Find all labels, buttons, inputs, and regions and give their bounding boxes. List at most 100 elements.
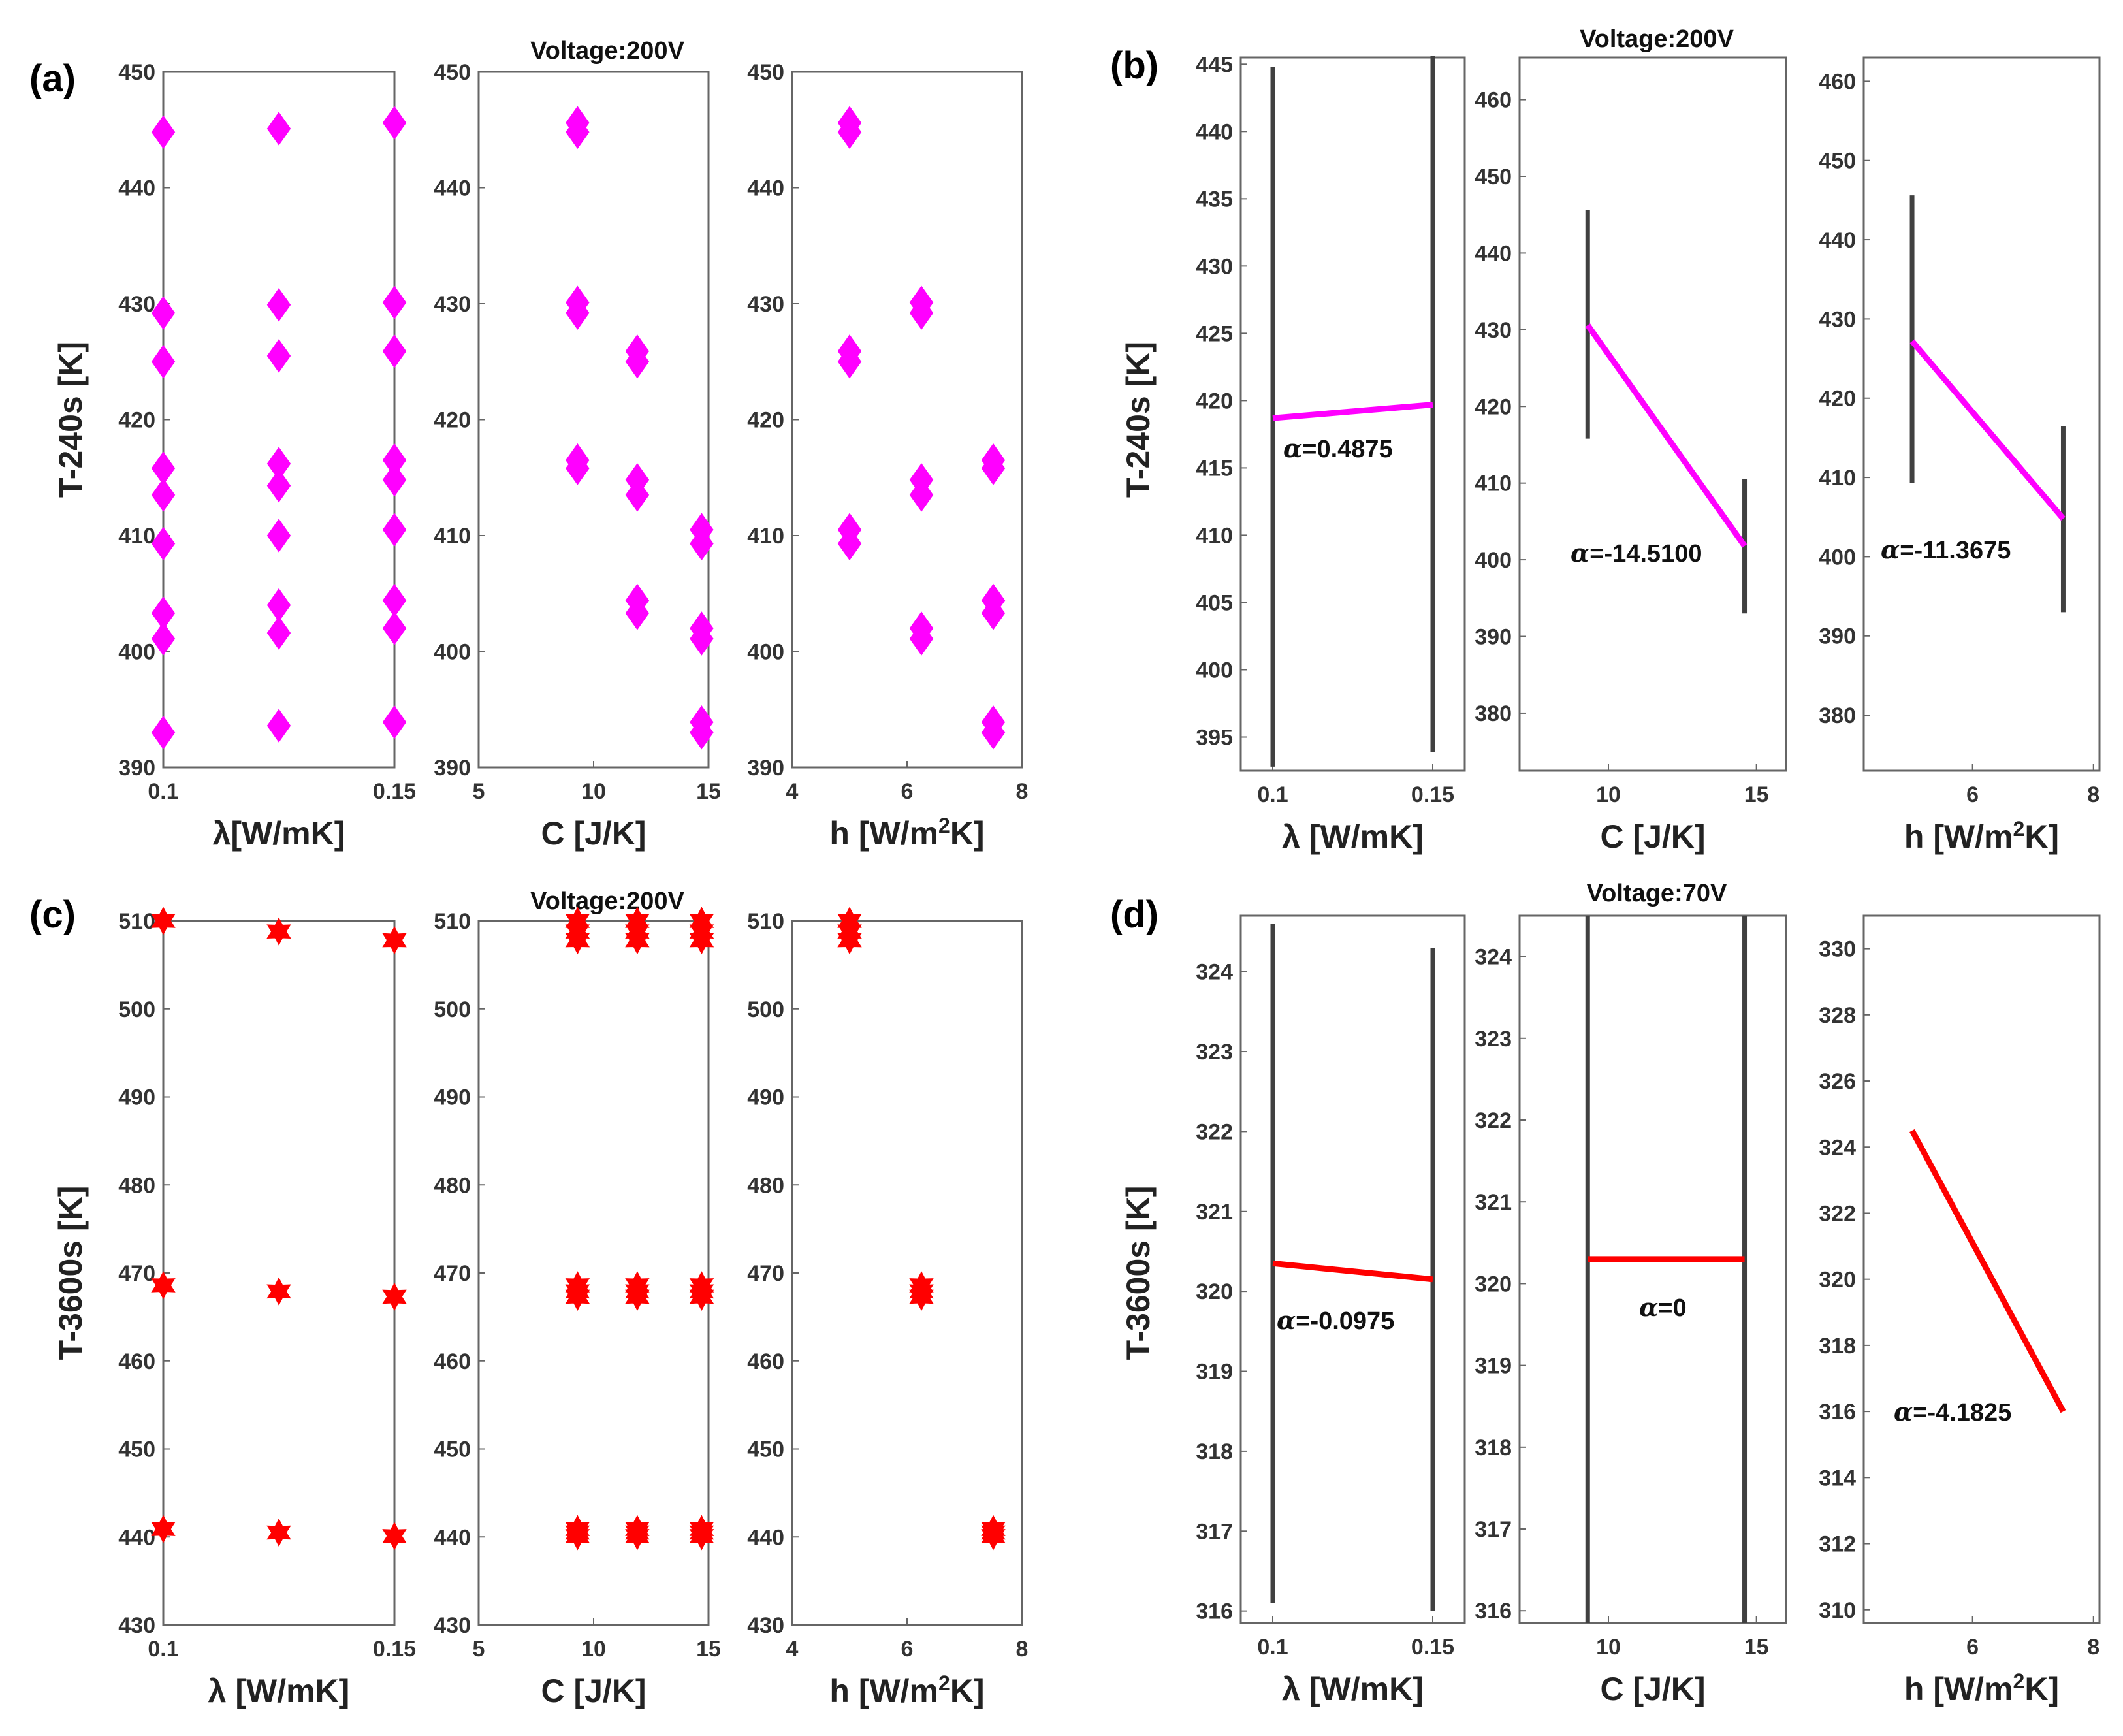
y-tick-label: 312 (1819, 1532, 1856, 1557)
data-point (981, 716, 1006, 750)
y-tick-label: 430 (1196, 254, 1233, 279)
data-point (382, 463, 407, 497)
y-tick-label: 410 (434, 524, 471, 549)
data-point (266, 112, 291, 146)
x-tick-label: 15 (1744, 1635, 1769, 1660)
y-tick-label: 390 (118, 756, 155, 780)
y-tick-label: 480 (118, 1173, 155, 1198)
alpha-annotation: α=-4.1825 (1894, 1397, 2011, 1426)
y-tick-label: 319 (1475, 1354, 1512, 1379)
data-point (565, 925, 590, 955)
y-tick-label: 380 (1475, 701, 1512, 726)
data-point (382, 1522, 407, 1551)
panel-title: Voltage:200V (530, 888, 684, 915)
y-tick-label: 510 (118, 909, 155, 934)
subplot-7: 430 440 450 460 470 480 490 500 510 0.1 0.15 λ [W/m… (118, 907, 416, 1709)
y-tick-label: 440 (434, 176, 471, 201)
data-point (981, 451, 1006, 485)
y-tick-label: 450 (434, 60, 471, 85)
y-tick-label: 430 (118, 1613, 155, 1638)
y-tick-label: 322 (1819, 1201, 1856, 1226)
data-point (909, 478, 934, 512)
x-tick-label: 8 (1016, 1637, 1029, 1662)
y-tick-label: 420 (118, 408, 155, 433)
y-tick-label: 317 (1475, 1517, 1512, 1542)
data-point (382, 513, 407, 547)
y-tick-label: 430 (1819, 307, 1856, 332)
data-point (837, 925, 862, 955)
y-tick-label: 440 (747, 176, 784, 201)
axes-box (1239, 914, 1466, 1624)
x-axis-label: λ[W/mK] (213, 815, 345, 852)
data-point (909, 622, 934, 656)
y-tick-label: 425 (1196, 321, 1233, 346)
data-point (981, 596, 1006, 630)
data-point (151, 907, 176, 935)
x-tick-label: 0.1 (148, 1637, 178, 1662)
axes-box (1518, 56, 1787, 772)
data-point (837, 526, 862, 561)
data-point (266, 917, 291, 946)
y-tick-label: 415 (1196, 456, 1233, 481)
y-tick-label: 500 (747, 997, 784, 1022)
y-tick-label: 480 (747, 1173, 784, 1198)
data-point (151, 478, 176, 512)
data-point (690, 622, 714, 656)
x-tick-label: 6 (1966, 1635, 1979, 1660)
x-tick-label: 0.15 (1411, 782, 1454, 807)
y-tick-label: 395 (1196, 725, 1233, 750)
y-axis-label: T-3600s [K] (52, 1186, 89, 1360)
data-point (266, 288, 291, 322)
x-tick-label: 0.15 (373, 779, 416, 804)
y-axis-label: T-240s [K] (1120, 342, 1157, 498)
panel-title: Voltage:200V (1580, 25, 1734, 53)
x-tick-label: 10 (1596, 1635, 1621, 1660)
axes-box (1518, 914, 1787, 1624)
data-point (266, 468, 291, 503)
y-tick-label: 420 (1819, 387, 1856, 411)
subplot-1: 390 400 410 420 430 440 450 0.1 0.15 λ[W/mK] (118, 60, 416, 852)
data-point (266, 616, 291, 650)
y-tick-label: 430 (434, 292, 471, 317)
data-point (837, 345, 862, 379)
panel-title: Voltage:70V (1587, 880, 1727, 907)
y-tick-label: 440 (118, 176, 155, 201)
y-tick-label: 430 (747, 292, 784, 317)
y-tick-label: 316 (1196, 1599, 1233, 1624)
alpha-annotation: α=-11.3675 (1881, 535, 2011, 564)
y-tick-label: 314 (1819, 1466, 1856, 1490)
y-tick-label: 330 (1819, 937, 1856, 962)
y-tick-label: 435 (1196, 187, 1233, 212)
y-tick-label: 400 (1819, 545, 1856, 570)
alpha-annotation: α=-14.5100 (1571, 538, 1702, 568)
x-tick-label: 8 (1016, 779, 1029, 804)
axes-box (162, 71, 396, 769)
data-point (565, 1522, 590, 1551)
data-point (151, 1271, 176, 1300)
y-tick-label: 400 (747, 640, 784, 665)
y-tick-label: 470 (434, 1261, 471, 1286)
subplot-6: 380 390 400 410 420 430 440 450 460 6 8 h [W/m2K] α=… (1819, 56, 2101, 855)
y-tick-label: 450 (1475, 165, 1512, 189)
x-tick-label: 8 (2087, 1635, 2099, 1660)
x-tick-label: 15 (696, 779, 721, 804)
y-tick-label: 440 (1819, 228, 1856, 253)
data-point (625, 1282, 650, 1311)
y-tick-label: 318 (1819, 1334, 1856, 1358)
y-tick-label: 317 (1196, 1519, 1233, 1544)
data-point (689, 1282, 714, 1311)
data-point (382, 106, 407, 140)
data-point (565, 1282, 590, 1311)
panel-label: (a) (29, 57, 76, 100)
x-tick-label: 10 (581, 779, 606, 804)
y-tick-label: 470 (118, 1261, 155, 1286)
axes-box (1862, 914, 2101, 1624)
x-tick-label: 0.1 (148, 779, 178, 804)
y-tick-label: 490 (434, 1085, 471, 1110)
y-tick-label: 410 (1196, 523, 1233, 548)
y-tick-label: 324 (1196, 960, 1233, 985)
y-tick-label: 326 (1819, 1069, 1856, 1094)
data-point (382, 925, 407, 955)
x-axis-label: h [W/m2K] (1904, 1669, 2059, 1707)
y-tick-label: 440 (1475, 241, 1512, 266)
